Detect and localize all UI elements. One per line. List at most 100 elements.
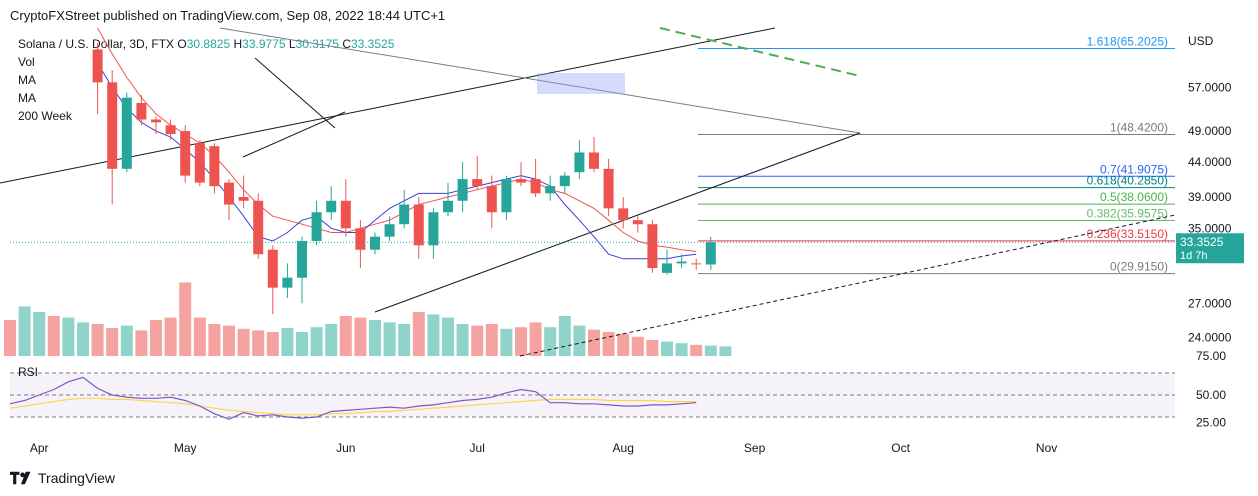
ohlc-l-label: L <box>288 37 296 51</box>
time-axis-label: Aug <box>613 441 634 455</box>
fib-level-label: 0(29.9150) <box>1110 260 1168 274</box>
candle-body <box>238 197 249 201</box>
candle-body <box>165 125 176 135</box>
candle-body <box>457 179 468 201</box>
candle-body <box>311 212 322 241</box>
last-price-value: 33.3525 <box>1180 235 1224 249</box>
volume-bar <box>558 316 571 356</box>
ohlc-c-label: C <box>342 37 351 51</box>
volume-bar <box>398 324 411 356</box>
volume-bar <box>296 332 308 356</box>
price-tick-label: 27.0000 <box>1188 296 1232 310</box>
volume-bar <box>442 317 454 356</box>
volume-bar <box>690 344 703 356</box>
volume-bar <box>485 324 498 356</box>
volume-bar <box>179 282 192 356</box>
candle-body <box>676 261 687 264</box>
ohlc-o-label: O <box>177 37 187 51</box>
chart-legend: Solana / U.S. Dollar, 3D, FTX O30.8825 H… <box>18 35 394 125</box>
candle-body <box>691 263 702 265</box>
fib-level-label: 1.618(65.2025) <box>1087 35 1168 49</box>
candle-body <box>501 179 512 213</box>
trend-line <box>659 27 861 77</box>
volume-bar <box>325 324 338 356</box>
volume-bar <box>602 332 615 356</box>
volume-bar <box>515 327 527 356</box>
volume-bar <box>252 330 265 356</box>
candle-body <box>574 152 585 173</box>
volume-bar <box>471 325 484 356</box>
rsi-line <box>9 376 697 420</box>
volume-bar <box>339 316 352 356</box>
volume-bar <box>135 330 148 356</box>
volume-bar <box>573 325 586 356</box>
tradingview-logo-icon <box>10 471 31 485</box>
time-axis-label: Nov <box>1036 441 1057 455</box>
volume-bar <box>383 322 396 356</box>
publisher-text: CryptoFXStreet published on TradingView.… <box>10 8 446 23</box>
candle-body <box>647 224 658 269</box>
rsi-ma-line <box>9 397 697 416</box>
volume-bar <box>223 325 235 356</box>
price-tick-label: 44.0000 <box>1188 155 1232 169</box>
volume-bar <box>588 329 600 356</box>
time-axis-label: Sep <box>744 441 766 455</box>
volume-bar <box>164 317 177 356</box>
volume-bar <box>106 328 119 356</box>
fib-level-label: 0.7(41.9075) <box>1100 162 1168 176</box>
volume-bar <box>427 314 440 356</box>
volume-bar <box>91 324 104 356</box>
candle-body <box>326 200 337 213</box>
time-axis-label: Jun <box>336 441 355 455</box>
indicator-vol[interactable]: Vol <box>18 55 35 69</box>
candle-body <box>399 204 410 225</box>
volume-bar <box>412 312 425 356</box>
volume-bar <box>646 340 659 356</box>
candle-body <box>516 179 526 183</box>
candle-body <box>428 212 439 246</box>
symbol-line[interactable]: Solana / U.S. Dollar, 3D, FTX O30.8825 H… <box>18 35 394 53</box>
candle-body <box>589 152 599 169</box>
time-axis-label: Oct <box>891 441 910 455</box>
volume-bar <box>310 327 323 356</box>
candle-body <box>618 208 629 221</box>
rsi-tick-label: 25.00 <box>1196 416 1226 430</box>
rsi-panel: RSI 75.00 50.00 25.00 <box>9 349 1226 430</box>
indicator-ma-1[interactable]: MA <box>18 73 36 87</box>
candle-body <box>472 179 483 187</box>
volume-bar <box>62 317 75 356</box>
ohlc-h-label: H <box>233 37 243 51</box>
volume-bar <box>208 324 221 356</box>
candle-body <box>559 175 570 187</box>
volume-bar <box>18 306 31 356</box>
volume-bar <box>529 322 542 356</box>
candle-body <box>355 228 366 250</box>
volume-bar <box>704 345 717 356</box>
fib-level-label: 0.618(40.2850) <box>1087 174 1168 188</box>
price-tick-label: 49.0000 <box>1188 124 1232 138</box>
price-tick-label: 24.0000 <box>1188 330 1232 344</box>
volume-bar <box>150 320 162 356</box>
rsi-tick-label: 75.00 <box>1196 349 1226 363</box>
volume-bar <box>675 343 688 356</box>
rsi-tick-label: 50.00 <box>1196 388 1226 402</box>
volume-bar <box>120 325 133 356</box>
candle-body <box>224 182 234 205</box>
volume-bar <box>500 328 513 356</box>
footer-brand[interactable]: TradingView <box>10 470 115 486</box>
indicator-ma-2[interactable]: MA <box>18 91 36 105</box>
volume-bar <box>47 316 60 356</box>
footer-brand-text: TradingView <box>38 470 116 486</box>
ohlc-c-value: 33.3525 <box>350 37 395 51</box>
volume-bar <box>719 346 732 356</box>
currency-label: USD <box>1188 34 1214 48</box>
last-price-tag <box>1176 233 1244 264</box>
volume-bar <box>369 320 381 356</box>
volume-bar <box>266 332 279 356</box>
time-axis-label: Apr <box>30 441 49 455</box>
trend-line <box>519 214 1176 357</box>
candle-body <box>282 277 293 288</box>
indicator-200-week[interactable]: 200 Week <box>18 109 72 123</box>
publisher-header: CryptoFXStreet published on TradingView.… <box>10 8 445 23</box>
last-price-countdown: 1d 7h <box>1180 250 1208 262</box>
